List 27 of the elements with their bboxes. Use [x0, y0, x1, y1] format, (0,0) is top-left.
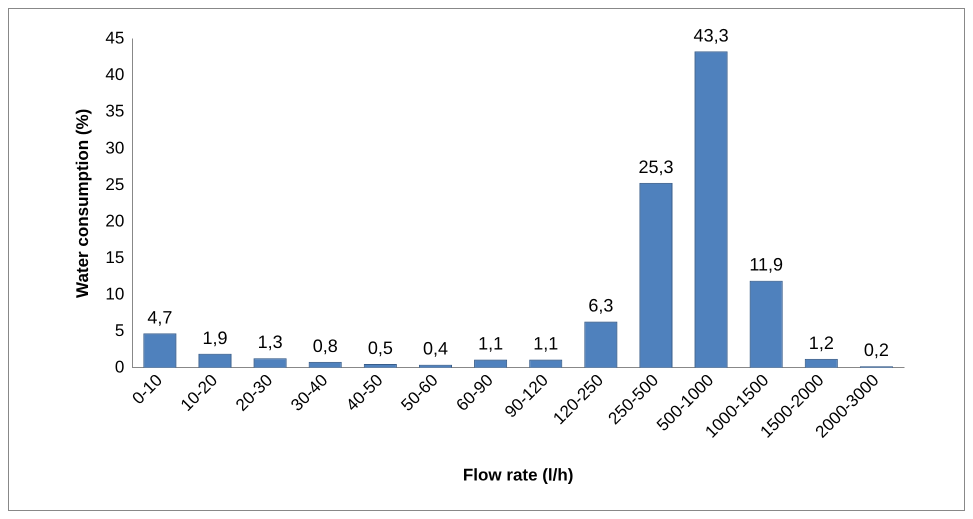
data-label: 4,7 — [147, 307, 172, 328]
y-tick-label: 35 — [105, 102, 124, 121]
y-tick-label: 10 — [105, 284, 124, 304]
data-label: 1,9 — [202, 328, 228, 348]
data-label: 11,9 — [749, 254, 784, 275]
y-tick-label: 45 — [105, 28, 124, 48]
data-label: 0,4 — [422, 338, 448, 359]
y-tick-label: 20 — [105, 211, 124, 230]
data-label: 1,1 — [533, 334, 558, 354]
data-label: 1,1 — [478, 334, 504, 354]
data-label: 0,5 — [368, 338, 393, 358]
y-tick-label: 40 — [105, 65, 124, 84]
y-tick-label: 5 — [114, 320, 124, 340]
y-tick-label: 25 — [105, 174, 124, 194]
data-label: 43,3 — [694, 25, 729, 46]
y-axis-title: Water consumption (%) — [72, 108, 92, 298]
data-label: 0,8 — [312, 336, 338, 356]
data-label: 1,2 — [808, 332, 834, 353]
x-axis-title: Flow rate (l/h) — [462, 465, 574, 484]
y-tick-label: 30 — [105, 138, 124, 158]
data-label: 0,2 — [864, 340, 889, 360]
y-tick-label: 15 — [105, 248, 124, 267]
data-label: 1,3 — [258, 332, 283, 352]
data-label: 6,3 — [588, 296, 614, 316]
data-label: 25,3 — [638, 156, 674, 177]
x-tick-label: 0-10 — [128, 370, 166, 408]
y-tick-label: 0 — [114, 357, 124, 376]
